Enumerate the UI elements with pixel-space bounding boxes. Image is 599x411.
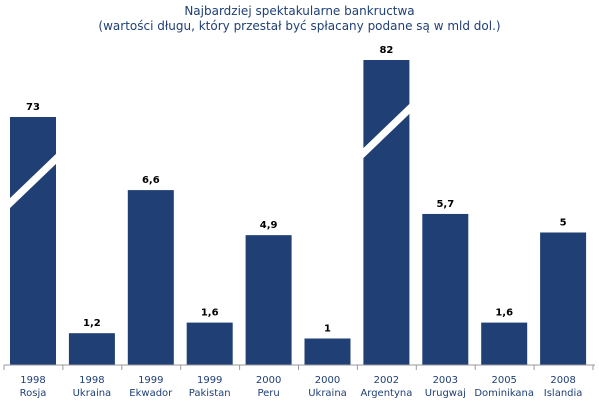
data-label: 1	[324, 324, 331, 335]
data-label: 5,7	[436, 199, 454, 210]
data-label: 1,2	[83, 318, 101, 329]
bar	[245, 235, 292, 365]
tick-label-country: Argentyna	[360, 388, 412, 399]
tick-label-country: Urugwaj	[425, 388, 466, 399]
chart-subtitle: (wartości długu, który przestał być spła…	[98, 19, 501, 33]
bar	[304, 338, 351, 365]
bar	[422, 213, 469, 365]
chart-title: Najbardziej spektakularne bankructwa	[184, 4, 415, 18]
bar	[68, 333, 115, 365]
axis-break-mark	[361, 102, 412, 160]
bar	[10, 117, 56, 365]
tick-label-country: Pakistan	[189, 388, 231, 399]
data-label: 1,6	[201, 308, 219, 319]
data-label: 82	[379, 45, 393, 56]
tick-label-country: Ukraina	[73, 388, 112, 399]
tick-label-country: Peru	[257, 388, 279, 399]
tick-label-country: Rosja	[20, 388, 47, 399]
tick-label-country: Ekwador	[129, 388, 173, 399]
bar	[127, 190, 174, 365]
data-label: 1,6	[495, 308, 513, 319]
bar	[481, 322, 528, 365]
tick-label-year: 1998	[20, 375, 45, 386]
tick-label-year: 2003	[433, 375, 458, 386]
axis-break-mark	[8, 152, 58, 210]
data-label: 5	[560, 218, 567, 229]
data-label: 6,6	[142, 175, 160, 186]
tick-label-year: 2008	[550, 375, 575, 386]
tick-label-year: 2005	[491, 375, 516, 386]
tick-label-year: 1999	[197, 375, 222, 386]
bar	[186, 322, 233, 365]
tick-label-year: 1998	[79, 375, 104, 386]
data-label: 73	[26, 102, 40, 113]
data-label: 4,9	[260, 220, 278, 231]
tick-label-country: Dominikana	[474, 388, 534, 399]
tick-label-year: 2002	[374, 375, 399, 386]
tick-label-year: 2000	[256, 375, 281, 386]
tick-label-country: Islandia	[544, 388, 583, 399]
tick-label-country: Ukraina	[308, 388, 347, 399]
bar	[540, 232, 587, 365]
bar	[363, 60, 410, 365]
tick-label-year: 1999	[138, 375, 163, 386]
tick-label-year: 2000	[315, 375, 340, 386]
